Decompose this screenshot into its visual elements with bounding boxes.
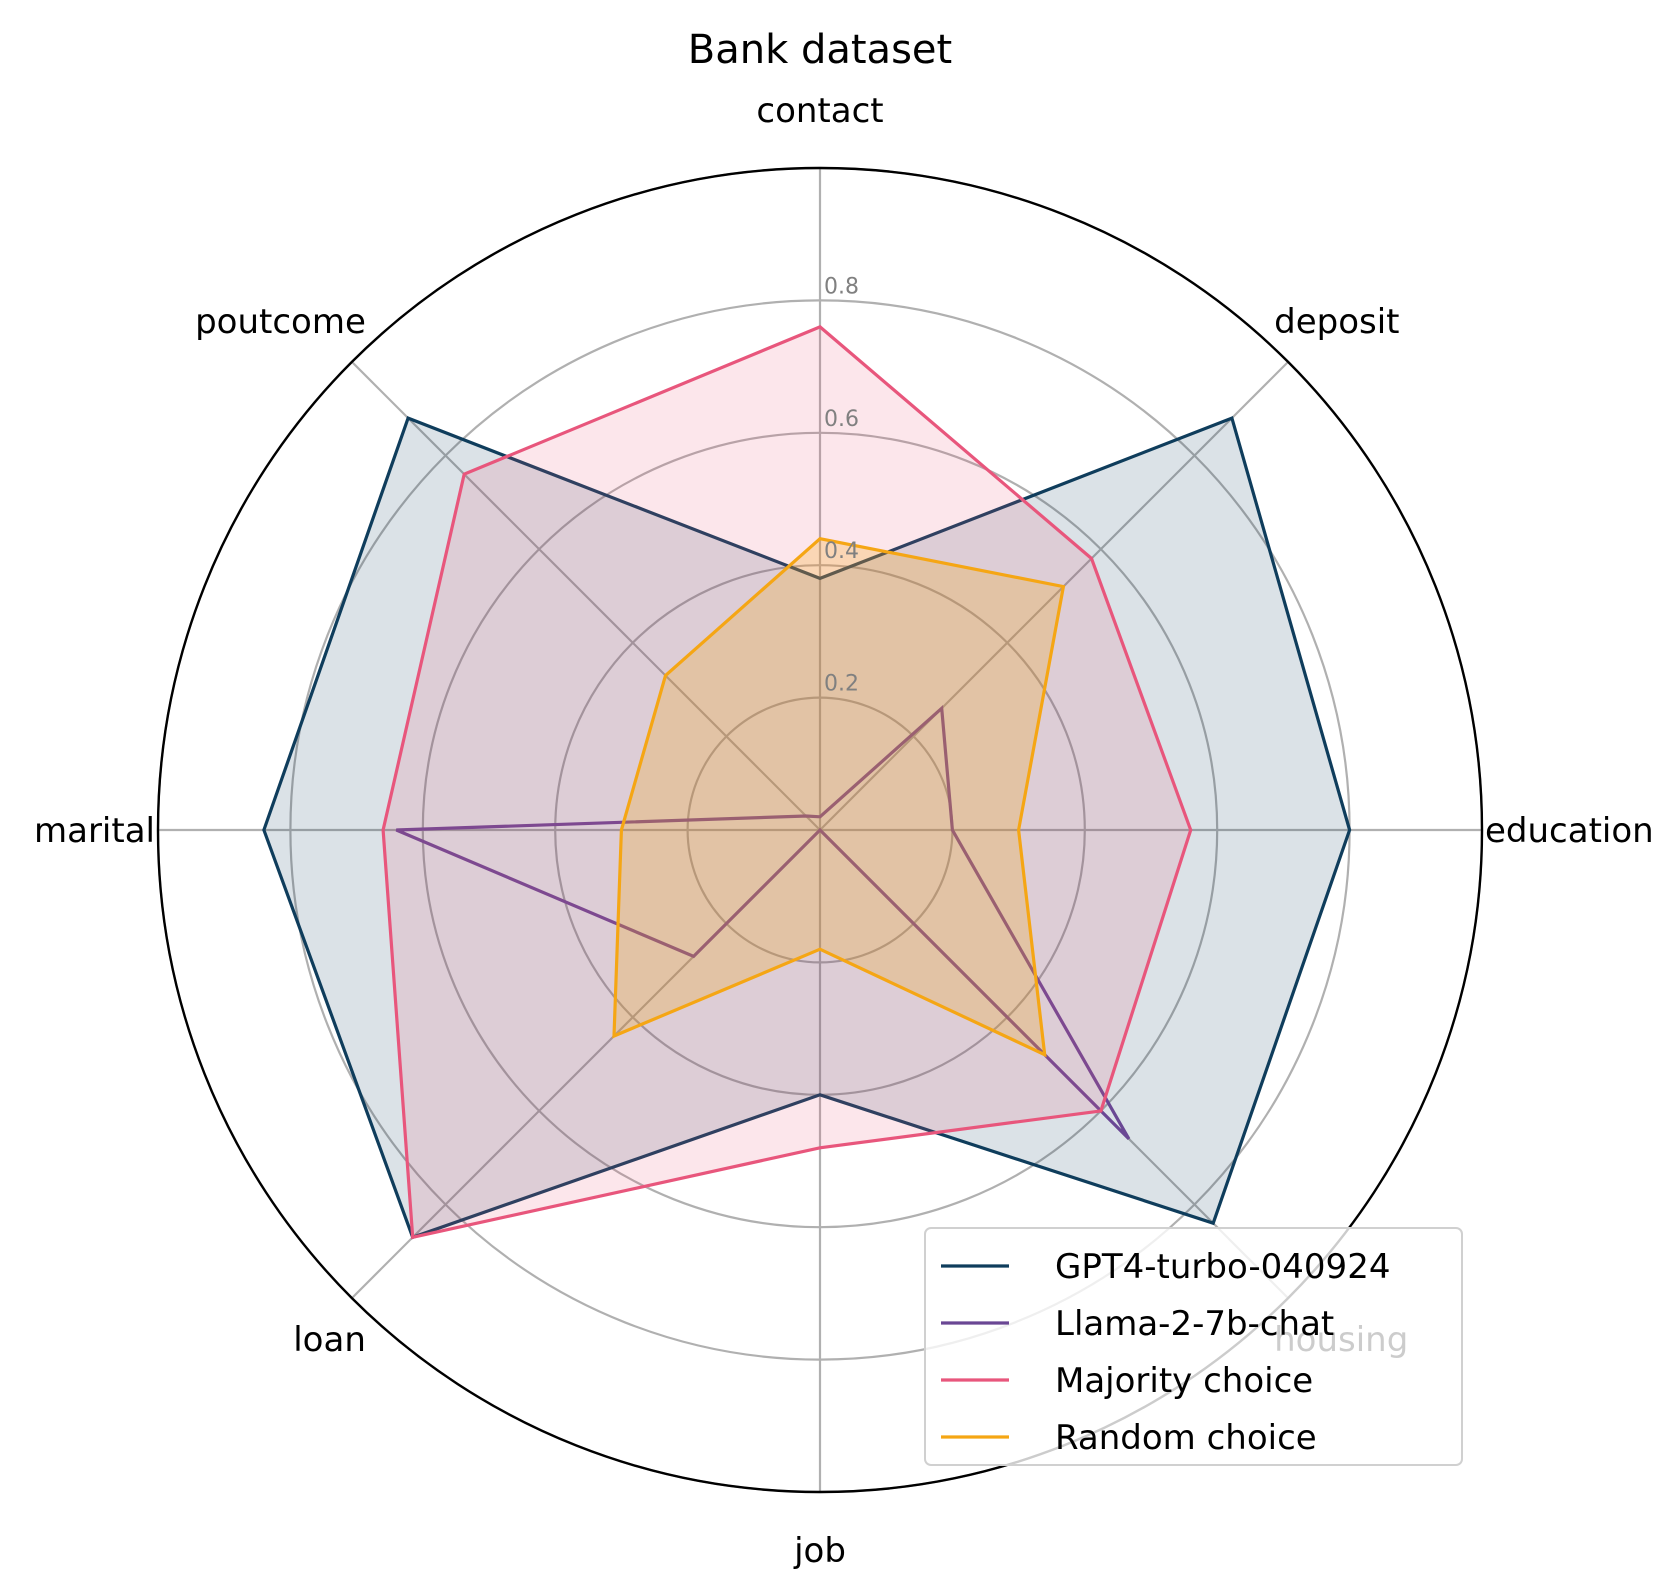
series-line-4 bbox=[612, 536, 1066, 1058]
polar-frame bbox=[156, 166, 1484, 1494]
legend-box bbox=[924, 1227, 1463, 1466]
axis-label-loan: loan bbox=[293, 1320, 366, 1360]
r-tick-label: 0.6 bbox=[824, 407, 859, 432]
series-area-1 bbox=[263, 418, 1350, 1238]
axis-label-deposit: deposit bbox=[1274, 302, 1399, 342]
chart-title: Bank dataset bbox=[688, 27, 952, 73]
axis-label-contact: contact bbox=[756, 91, 883, 131]
legend-label-3: Majority choice bbox=[1055, 1361, 1313, 1401]
axis-label-poutcome: poutcome bbox=[195, 302, 366, 342]
axis-spoke bbox=[819, 361, 1289, 831]
axis-label-marital: marital bbox=[34, 811, 155, 851]
r-tick-label: 0.2 bbox=[824, 672, 859, 697]
legend-label-1: GPT4-turbo-040924 bbox=[1055, 1247, 1390, 1287]
series-layer bbox=[262, 325, 1352, 1240]
series-line-1 bbox=[262, 415, 1352, 1240]
series-area-4 bbox=[614, 538, 1064, 1055]
axis-label-education: education bbox=[1485, 811, 1654, 851]
legend: GPT4-turbo-040924 Llama-2-7b-chat Majority… bbox=[924, 1227, 1463, 1466]
series-area-3 bbox=[383, 326, 1191, 1238]
tick-labels: 0.2 0.4 0.6 0.8 bbox=[824, 274, 859, 696]
legend-label-4: Random choice bbox=[1055, 1418, 1317, 1458]
r-tick-label: 0.8 bbox=[824, 274, 859, 299]
series-line-3 bbox=[381, 325, 1193, 1240]
series-line-2 bbox=[395, 704, 1131, 1141]
legend-label-2: Llama-2-7b-chat bbox=[1055, 1304, 1334, 1344]
axis-label-job: job bbox=[793, 1531, 846, 1571]
axis-spoke bbox=[351, 361, 821, 831]
r-tick-label: 0.4 bbox=[824, 539, 859, 564]
